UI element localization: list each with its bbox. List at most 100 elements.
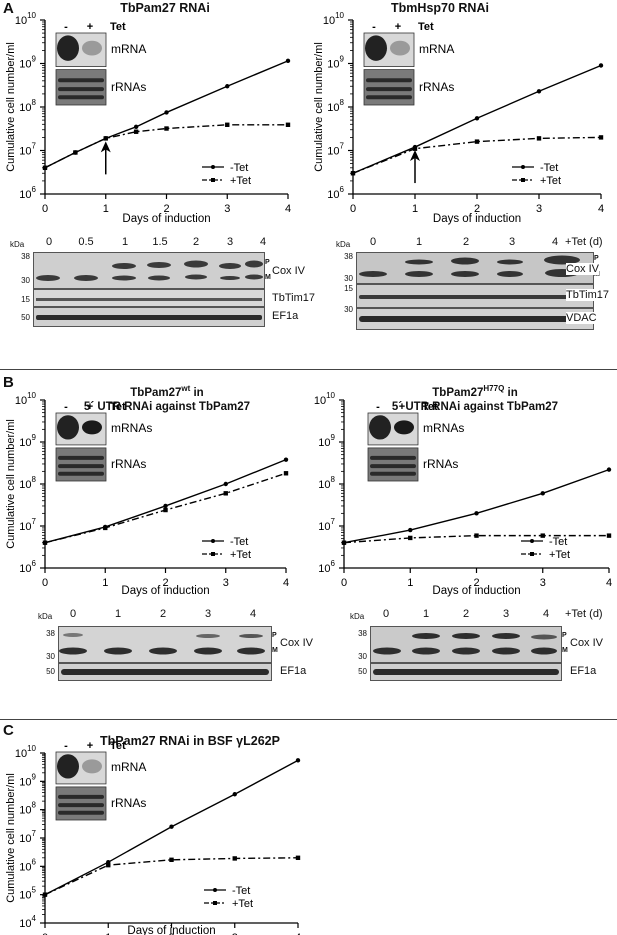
inset-bottom-label: rRNAs	[111, 796, 146, 810]
data-point	[103, 525, 108, 531]
legend-label: -Tet	[540, 162, 558, 174]
inset-tet: Tet	[418, 21, 434, 33]
chart-title: TbPam27 RNAi in BSF γL262P	[100, 734, 280, 748]
mw-marker: 30	[46, 652, 55, 661]
mw-marker: 50	[358, 667, 367, 676]
lane-label: 4	[259, 236, 267, 248]
x-tick-label: 3	[536, 203, 542, 215]
x-axis-label: Days of induction	[121, 585, 209, 597]
y-tick-label: 108	[19, 98, 36, 114]
inset-top-label: mRNAs	[111, 421, 152, 435]
data-point	[536, 89, 542, 94]
northern-inset: - + Tet mRNA rRNAs	[55, 21, 146, 106]
series-line	[352, 136, 602, 174]
blot-vdac	[356, 308, 594, 330]
x-tick-label: 1	[102, 577, 108, 589]
data-point	[283, 457, 289, 462]
pm-marker: M	[562, 647, 568, 654]
blot-tim17	[356, 284, 594, 308]
lane-label: 3	[204, 608, 212, 620]
mw-marker: 38	[344, 252, 353, 261]
blot-label: Cox IV	[570, 637, 604, 649]
mrna-band	[369, 415, 391, 440]
blot-label: EF1a	[570, 665, 597, 677]
panel-letter-b: B	[3, 374, 14, 391]
legend-label: -Tet	[549, 536, 567, 548]
pm-marker: P	[562, 632, 567, 639]
inset-minus: -	[64, 740, 68, 752]
inset-top-label: mRNAs	[423, 421, 464, 435]
tet-days-label: +Tet (d)	[565, 236, 603, 248]
data-point	[73, 150, 78, 155]
data-point	[232, 856, 237, 861]
y-axis-label: Cumulative cell number/ml	[5, 42, 17, 172]
x-tick-label: 4	[598, 203, 604, 215]
y-tick-label: 1010	[15, 744, 37, 760]
y-tick-label: 1010	[15, 392, 37, 407]
y-axis-label: Cumulative cell number/ml	[5, 419, 17, 549]
y-tick-label: 105	[19, 886, 36, 902]
x-tick-label: 2	[168, 932, 174, 935]
inset-minus: -	[64, 401, 68, 413]
blot-label: Cox IV	[280, 637, 314, 649]
lane-label: 0	[69, 608, 77, 620]
x-tick-label: 0	[350, 203, 356, 215]
x-tick-label: 1	[407, 577, 413, 589]
inset-plus: +	[87, 740, 93, 752]
data-point	[103, 136, 108, 141]
inset-bottom-label: rRNAs	[111, 457, 146, 471]
blot-label: TbTim17	[272, 292, 315, 304]
lane-label: 2	[192, 236, 200, 248]
pm-marker: P	[265, 259, 270, 266]
inset-bottom-label: rRNAs	[419, 80, 454, 94]
lane-label: 0	[382, 608, 390, 620]
legend-marker	[521, 178, 525, 182]
x-tick-label: 4	[285, 203, 291, 215]
lane-label: 1	[121, 236, 129, 248]
northern-inset: - + Tet mRNAs rRNAs	[367, 401, 464, 482]
chart-title: TbPam27H77Q in 5´ UTR RNAi against TbPam…	[391, 384, 559, 413]
x-axis-label: Days of induction	[433, 213, 521, 225]
rrna-band	[58, 810, 104, 815]
legend-marker	[211, 539, 215, 543]
legend-marker	[530, 539, 534, 543]
data-point	[408, 527, 413, 533]
y-tick-label: 108	[318, 475, 335, 491]
mrna-band	[82, 759, 102, 774]
y-tick-label: 106	[19, 857, 36, 873]
inset-minus: -	[64, 21, 68, 33]
blot-ef1a	[370, 663, 562, 681]
data-point	[606, 533, 612, 538]
northern-inset: - + Tet mRNA rRNAs	[363, 21, 454, 106]
y-tick-label: 107	[19, 517, 36, 533]
inset-bottom-label: rRNAs	[423, 457, 458, 471]
blot-label: TbTim17	[566, 289, 609, 301]
x-tick-label: 1	[105, 932, 111, 935]
y-tick-label: 108	[19, 475, 36, 491]
data-point	[285, 122, 291, 127]
tet-days-label: +Tet (d)	[565, 608, 603, 620]
mrna-band	[57, 754, 79, 779]
rrna-band	[366, 78, 412, 83]
lane-label: 3	[226, 236, 234, 248]
mw-marker: 15	[21, 295, 30, 304]
lane-label: 1	[415, 236, 423, 248]
data-point	[295, 855, 301, 861]
x-axis-label: Days of induction	[122, 213, 210, 225]
lane-label: 1	[114, 608, 122, 620]
x-tick-label: 4	[295, 932, 301, 935]
x-tick-label: 0	[341, 577, 347, 589]
legend-label: -Tet	[230, 536, 248, 548]
inset-plus: +	[87, 21, 93, 33]
data-point	[412, 146, 418, 151]
chart-title: TbPam27 RNAi	[120, 1, 210, 15]
data-point	[163, 503, 168, 509]
data-point	[133, 129, 139, 134]
blot-label: Cox IV	[272, 265, 306, 277]
data-point	[606, 467, 612, 472]
legend-marker	[211, 552, 215, 556]
x-tick-label: 2	[163, 203, 169, 215]
inset-plus: +	[87, 401, 93, 413]
chart-title: TbmHsp70 RNAi	[391, 1, 489, 15]
